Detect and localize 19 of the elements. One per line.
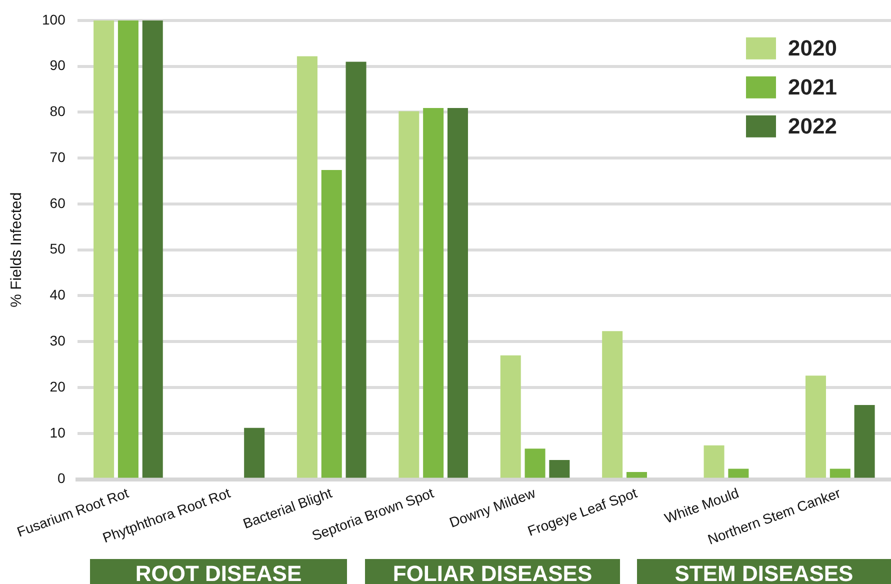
y-tick-label: 90 (50, 57, 66, 74)
text: ROOT DISEASE (90, 559, 347, 584)
legend-label: 2022 (788, 113, 837, 138)
y-tick-label: 0 (58, 470, 66, 486)
y-tick-label: 20 (50, 378, 66, 394)
y-tick-label: 70 (50, 148, 66, 165)
text: STEM DISEASES (637, 559, 891, 584)
y-axis-title: % Fields Infected (8, 192, 26, 308)
y-tick-label: 100 (42, 11, 66, 28)
text: FOLIAR DISEASES (365, 559, 620, 584)
y-tick-label: 40 (50, 286, 66, 303)
y-tick-label: 30 (50, 332, 66, 348)
legend-label: 2021 (788, 74, 837, 100)
y-tick-label: 80 (50, 103, 66, 120)
x-tick-label: White Mould (662, 484, 741, 526)
y-tick-label: 10 (50, 424, 66, 440)
y-tick-label: 60 (50, 194, 66, 211)
legend-label: 2020 (788, 35, 837, 60)
y-tick-label: 50 (50, 240, 66, 257)
